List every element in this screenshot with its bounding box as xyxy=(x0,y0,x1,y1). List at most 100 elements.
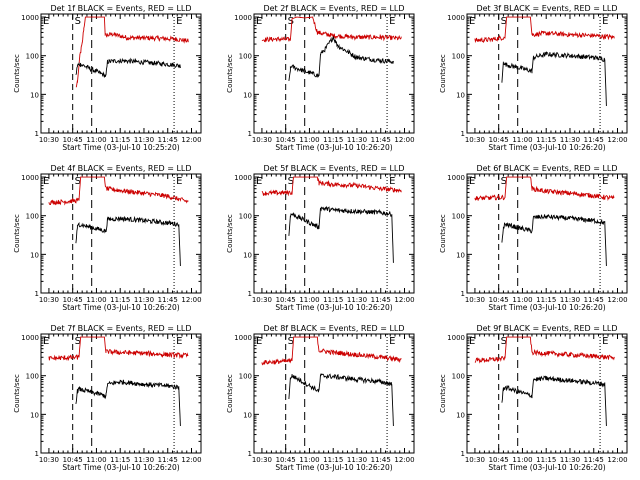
plot-frame xyxy=(40,13,202,134)
x-axis-label: Start Time (03-Jul-10 10:26:20) xyxy=(62,463,179,472)
panel-title: Det 1f BLACK = Events, RED = LLD xyxy=(50,4,191,13)
x-tick-label: 12:00 xyxy=(394,136,414,144)
x-tick-label: 11:45 xyxy=(584,456,604,464)
x-tick-label: 12:00 xyxy=(607,136,627,144)
panel-title: Det 5f BLACK = Events, RED = LLD xyxy=(263,164,404,173)
y-tick-label: 10 xyxy=(243,251,252,259)
y-axis-label: Counts/sec xyxy=(13,374,21,413)
x-tick-label: 11:00 xyxy=(86,136,106,144)
x-tick-label: 10:45 xyxy=(63,296,83,304)
y-tick-label: 100 xyxy=(452,53,465,61)
panel-det-5: Det 5f BLACK = Events, RED = LLD 1 10 100 10… xyxy=(226,164,415,312)
x-tick-label: 11:00 xyxy=(512,296,532,304)
x-tick-label: 11:45 xyxy=(158,456,178,464)
y-tick-label: 1 xyxy=(461,290,465,298)
x-axis-label: Start Time (03-Jul-10 10:26:20) xyxy=(488,303,605,312)
y-tick-label: 1 xyxy=(461,450,465,458)
y-tick-label: 1 xyxy=(35,290,39,298)
events-series-line xyxy=(75,379,181,427)
x-tick-label: 12:00 xyxy=(607,296,627,304)
y-axis-label: Counts/sec xyxy=(13,54,21,93)
event-label: S xyxy=(501,176,507,187)
x-tick-label: 12:00 xyxy=(607,456,627,464)
events-series-line xyxy=(501,214,607,267)
x-tick-label: 11:30 xyxy=(134,136,154,144)
event-label: E xyxy=(602,336,608,347)
x-tick-label: 11:45 xyxy=(158,136,178,144)
x-axis-label: Start Time (03-Jul-10 10:25:20) xyxy=(62,143,179,152)
lld-series-line xyxy=(261,16,402,43)
events-series-line xyxy=(288,35,394,81)
plot-frame xyxy=(253,333,415,454)
x-tick-label: 11:30 xyxy=(560,296,580,304)
x-tick-label: 10:45 xyxy=(489,136,509,144)
y-tick-label: 100 xyxy=(26,373,39,381)
event-label: E xyxy=(389,336,395,347)
x-tick-label: 10:30 xyxy=(39,136,59,144)
panel-title: Det 2f BLACK = Events, RED = LLD xyxy=(263,4,404,13)
lld-series-line xyxy=(48,176,189,206)
y-tick-label: 10 xyxy=(243,91,252,99)
plot-frame xyxy=(466,333,628,454)
y-tick-label: 1000 xyxy=(234,14,252,22)
event-label: E xyxy=(256,16,262,27)
event-label: S xyxy=(75,336,81,347)
event-label: E xyxy=(389,16,395,27)
x-tick-label: 10:45 xyxy=(63,456,83,464)
plot-frame xyxy=(40,333,202,454)
x-tick-label: 11:45 xyxy=(158,296,178,304)
x-tick-label: 11:00 xyxy=(299,296,319,304)
y-tick-label: 10 xyxy=(30,411,39,419)
x-tick-label: 10:45 xyxy=(276,296,296,304)
x-axis-label: Start Time (03-Jul-10 10:26:20) xyxy=(275,303,392,312)
y-tick-label: 100 xyxy=(452,213,465,221)
plot-frame xyxy=(253,13,415,134)
panel-title: Det 9f BLACK = Events, RED = LLD xyxy=(476,324,617,333)
y-tick-label: 10 xyxy=(456,251,465,259)
event-label: E xyxy=(176,16,182,27)
x-tick-label: 11:00 xyxy=(299,136,319,144)
y-tick-label: 1 xyxy=(35,130,39,138)
x-tick-label: 11:15 xyxy=(323,456,343,464)
y-axis-label: Counts/sec xyxy=(226,214,234,253)
y-tick-label: 1 xyxy=(35,450,39,458)
events-series-line xyxy=(501,51,607,107)
panel-det-8: Det 8f BLACK = Events, RED = LLD 1 10 100 10… xyxy=(226,324,415,472)
x-tick-label: 11:15 xyxy=(110,296,130,304)
y-tick-label: 1 xyxy=(461,130,465,138)
panel-det-4: Det 4f BLACK = Events, RED = LLD 1 10 100 10… xyxy=(13,164,202,312)
y-tick-label: 1000 xyxy=(447,334,465,342)
x-tick-label: 11:30 xyxy=(347,296,367,304)
y-axis-label: Counts/sec xyxy=(226,54,234,93)
x-tick-label: 11:30 xyxy=(560,456,580,464)
event-label: E xyxy=(602,176,608,187)
x-tick-label: 10:30 xyxy=(465,296,485,304)
event-label: S xyxy=(75,176,81,187)
x-tick-label: 10:45 xyxy=(276,136,296,144)
x-tick-label: 11:45 xyxy=(584,296,604,304)
y-tick-label: 1000 xyxy=(447,14,465,22)
y-axis-label: Counts/sec xyxy=(439,374,447,413)
panel-det-3: Det 3f BLACK = Events, RED = LLD 1 10 100 10… xyxy=(439,4,628,152)
x-tick-label: 12:00 xyxy=(394,456,414,464)
x-tick-label: 11:45 xyxy=(371,136,391,144)
x-tick-label: 11:15 xyxy=(536,136,556,144)
x-tick-label: 10:30 xyxy=(39,296,59,304)
x-tick-label: 12:00 xyxy=(181,136,201,144)
panel-det-6: Det 6f BLACK = Events, RED = LLD 1 10 100 10… xyxy=(439,164,628,312)
x-tick-label: 11:00 xyxy=(512,456,532,464)
x-tick-label: 11:30 xyxy=(347,136,367,144)
x-tick-label: 11:15 xyxy=(536,456,556,464)
panel-title: Det 7f BLACK = Events, RED = LLD xyxy=(50,324,191,333)
x-tick-label: 12:00 xyxy=(181,296,201,304)
y-tick-label: 1000 xyxy=(234,334,252,342)
x-tick-label: 11:00 xyxy=(86,296,106,304)
lld-series-line xyxy=(48,336,189,362)
event-label: E xyxy=(469,336,475,347)
x-tick-label: 11:30 xyxy=(134,456,154,464)
panel-det-9: Det 9f BLACK = Events, RED = LLD 1 10 100 10… xyxy=(439,324,628,472)
event-label: E xyxy=(256,336,262,347)
x-tick-label: 11:45 xyxy=(371,296,391,304)
x-tick-label: 12:00 xyxy=(394,296,414,304)
x-tick-label: 10:30 xyxy=(465,136,485,144)
